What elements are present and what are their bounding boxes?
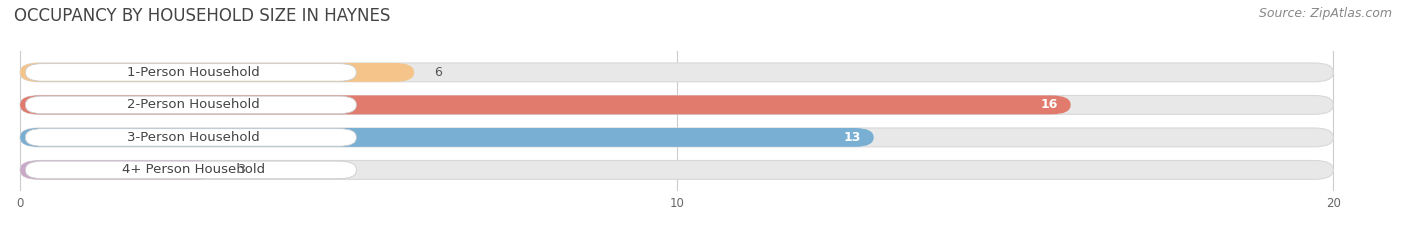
Text: 3-Person Household: 3-Person Household — [127, 131, 260, 144]
FancyBboxPatch shape — [25, 96, 356, 114]
FancyBboxPatch shape — [20, 63, 415, 82]
FancyBboxPatch shape — [25, 161, 356, 179]
FancyBboxPatch shape — [20, 96, 1071, 114]
FancyBboxPatch shape — [20, 161, 1333, 179]
Text: OCCUPANCY BY HOUSEHOLD SIZE IN HAYNES: OCCUPANCY BY HOUSEHOLD SIZE IN HAYNES — [14, 7, 391, 25]
FancyBboxPatch shape — [20, 96, 1333, 114]
Text: 4+ Person Household: 4+ Person Household — [122, 163, 266, 176]
Text: 16: 16 — [1040, 98, 1057, 111]
Text: 6: 6 — [434, 66, 441, 79]
FancyBboxPatch shape — [25, 129, 356, 146]
FancyBboxPatch shape — [25, 64, 356, 81]
Text: 2-Person Household: 2-Person Household — [127, 98, 260, 111]
FancyBboxPatch shape — [20, 161, 217, 179]
Text: 3: 3 — [236, 163, 245, 176]
Text: 1-Person Household: 1-Person Household — [127, 66, 260, 79]
Text: 13: 13 — [844, 131, 860, 144]
Text: Source: ZipAtlas.com: Source: ZipAtlas.com — [1258, 7, 1392, 20]
FancyBboxPatch shape — [20, 63, 1333, 82]
FancyBboxPatch shape — [20, 128, 1333, 147]
FancyBboxPatch shape — [20, 128, 873, 147]
